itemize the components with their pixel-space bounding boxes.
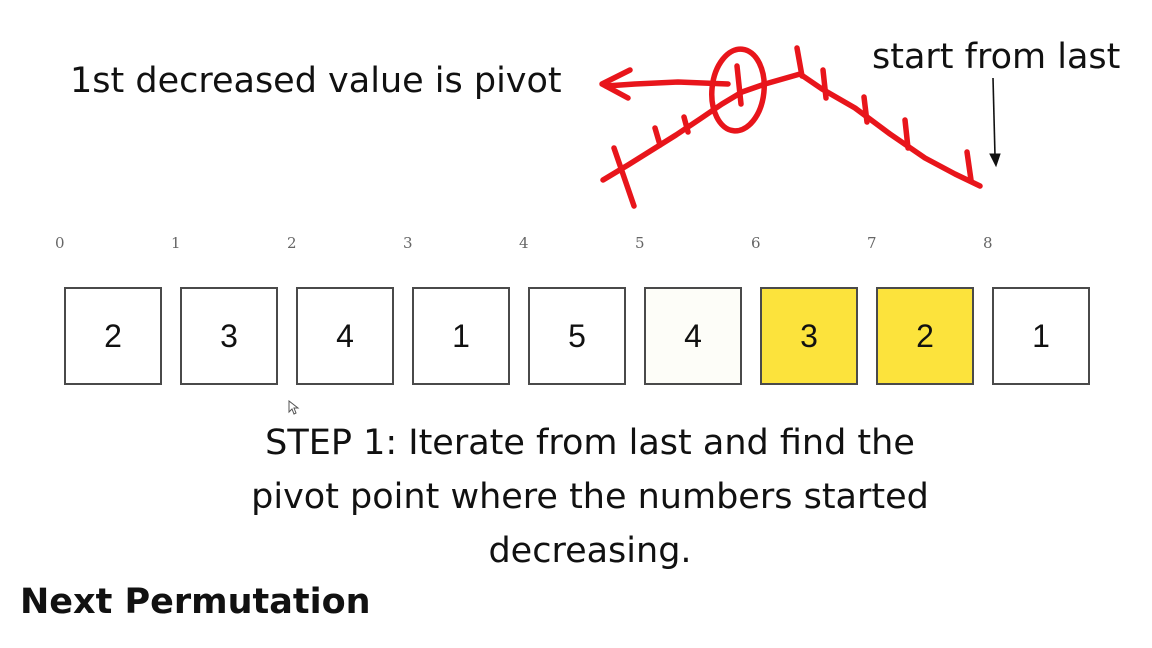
step-line: pivot point where the numbers started xyxy=(251,477,929,517)
tick-mark xyxy=(820,67,829,101)
array-cell: 1 xyxy=(992,287,1090,385)
index-label: 2 xyxy=(287,234,297,252)
tick-mark xyxy=(902,117,911,151)
index-label: 8 xyxy=(983,234,993,252)
index-label: 3 xyxy=(403,234,413,252)
start-arrow-head xyxy=(989,153,1001,168)
pivot-annotation-label: 1st decreased value is pivot xyxy=(70,61,562,101)
index-label: 5 xyxy=(635,234,645,252)
array-cell: 2 xyxy=(876,287,974,385)
arrow-line xyxy=(603,79,731,89)
tick-mark xyxy=(964,149,974,183)
array-cells: 2 3 4 1 5 4 3 2 1 xyxy=(0,287,1152,385)
array-cell: 5 xyxy=(528,287,626,385)
tick-mark xyxy=(652,125,663,148)
index-label: 7 xyxy=(867,234,877,252)
tick-mark xyxy=(861,94,870,125)
pivot-circle xyxy=(709,46,767,134)
array-cell: 1 xyxy=(412,287,510,385)
start-arrow-line xyxy=(992,77,996,157)
array-cell: 3 xyxy=(760,287,858,385)
start-annotation-label: start from last xyxy=(872,37,1121,77)
step-description: STEP 1: Iterate from last and find the p… xyxy=(190,416,990,578)
array-cell: 3 xyxy=(180,287,278,385)
step-line: STEP 1: Iterate from last and find the xyxy=(265,423,915,463)
index-row: 0 1 2 3 4 5 6 7 8 xyxy=(0,236,1152,256)
array-cell: 2 xyxy=(64,287,162,385)
step-line: decreasing. xyxy=(488,531,692,571)
tick-mark xyxy=(794,45,805,79)
mouse-cursor-icon xyxy=(288,400,300,415)
index-label: 1 xyxy=(171,234,181,252)
tick-mark xyxy=(611,145,637,209)
tick-mark xyxy=(734,63,744,107)
array-cell: 4 xyxy=(296,287,394,385)
trend-stroke xyxy=(600,71,983,189)
index-label: 0 xyxy=(55,234,65,252)
index-label: 4 xyxy=(519,234,529,252)
page-title: Next Permutation xyxy=(20,582,371,622)
tick-mark xyxy=(681,114,691,135)
index-label: 6 xyxy=(751,234,761,252)
array-cell: 4 xyxy=(644,287,742,385)
arrow-head xyxy=(599,67,633,101)
